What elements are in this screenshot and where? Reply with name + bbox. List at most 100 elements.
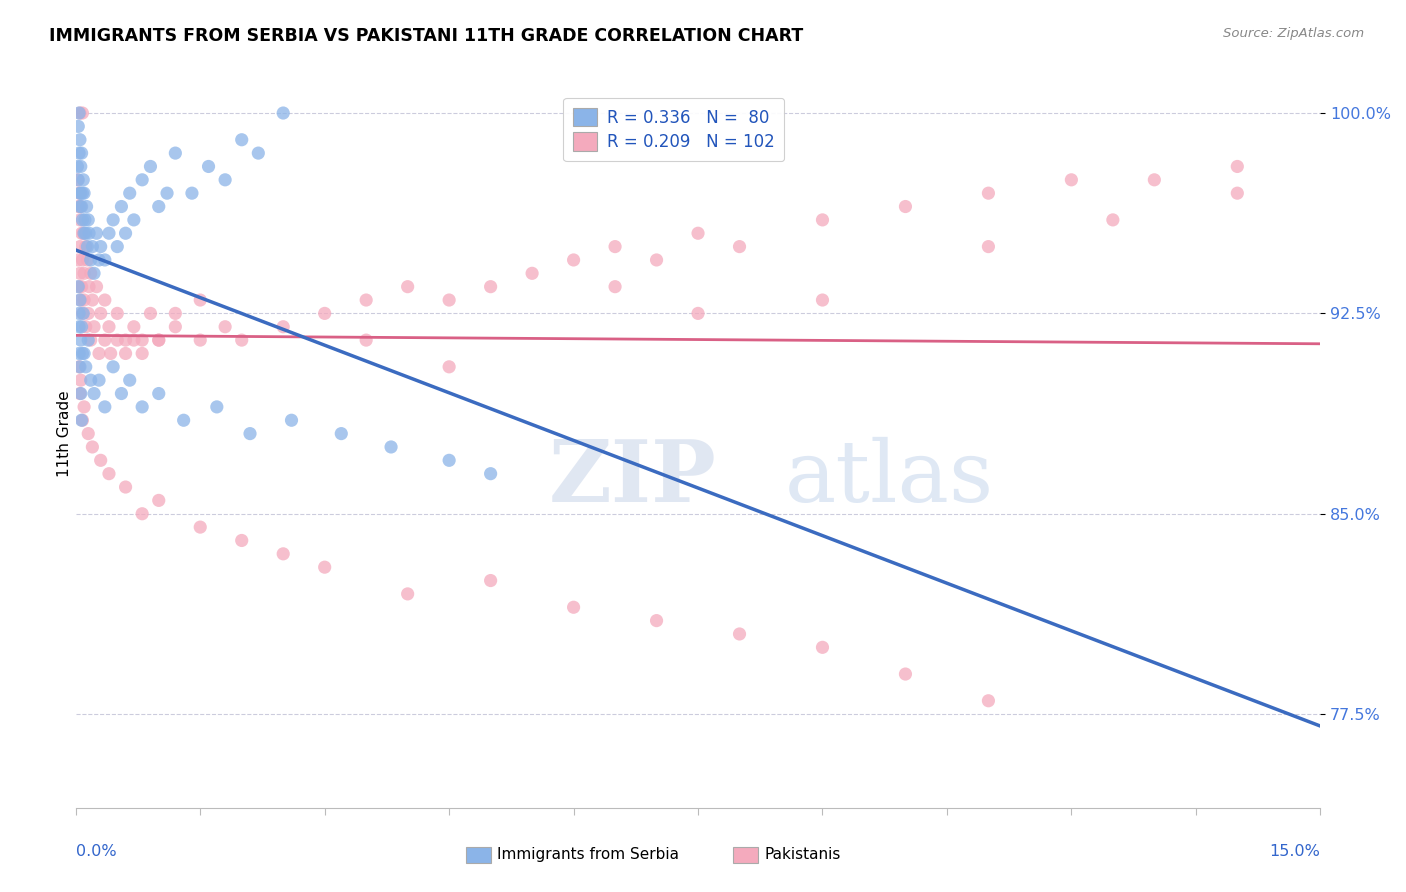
Point xyxy=(977,694,1000,708)
Point xyxy=(603,279,626,293)
Point xyxy=(110,200,132,214)
Point xyxy=(80,252,103,267)
Point xyxy=(131,507,153,521)
Text: ZIP: ZIP xyxy=(548,436,717,521)
Point xyxy=(1143,173,1166,187)
Point xyxy=(87,373,110,387)
Point xyxy=(330,426,353,441)
Point xyxy=(479,279,502,293)
Point xyxy=(101,359,124,374)
Point xyxy=(105,239,128,253)
Point xyxy=(977,239,1000,253)
Point xyxy=(70,413,93,427)
Point xyxy=(69,333,91,347)
Point xyxy=(90,453,112,467)
Point xyxy=(90,306,112,320)
Point xyxy=(94,400,117,414)
Point xyxy=(148,333,170,347)
Point xyxy=(94,293,117,307)
Point xyxy=(72,346,94,360)
Point xyxy=(80,266,103,280)
Point xyxy=(131,400,153,414)
Point xyxy=(437,359,460,374)
Point xyxy=(562,252,585,267)
Point xyxy=(94,333,117,347)
Point xyxy=(77,426,100,441)
Point xyxy=(90,239,112,253)
Point xyxy=(67,200,90,214)
Point xyxy=(67,346,90,360)
Point xyxy=(69,373,91,387)
Point xyxy=(66,173,89,187)
Point xyxy=(98,467,121,481)
Point xyxy=(69,266,91,280)
Point xyxy=(80,373,103,387)
Point xyxy=(437,453,460,467)
Point xyxy=(205,400,228,414)
Point xyxy=(72,186,94,201)
Point xyxy=(72,213,94,227)
Point xyxy=(114,346,136,360)
Point xyxy=(110,386,132,401)
Point xyxy=(70,200,93,214)
Point xyxy=(314,560,336,574)
Point xyxy=(82,239,104,253)
Point xyxy=(70,146,93,161)
Point xyxy=(686,306,709,320)
Point xyxy=(686,226,709,240)
Point xyxy=(214,173,236,187)
Point xyxy=(437,293,460,307)
Point xyxy=(77,213,100,227)
Point xyxy=(69,186,91,201)
Point xyxy=(73,293,96,307)
Text: Immigrants from Serbia: Immigrants from Serbia xyxy=(496,847,679,862)
Point xyxy=(105,333,128,347)
Point xyxy=(69,293,91,307)
Point xyxy=(77,226,100,240)
Point xyxy=(131,346,153,360)
Point xyxy=(67,279,90,293)
Point xyxy=(77,279,100,293)
Point xyxy=(1226,186,1249,201)
Point xyxy=(314,306,336,320)
Point xyxy=(354,293,377,307)
Point xyxy=(72,306,94,320)
Point xyxy=(271,319,294,334)
Point xyxy=(83,386,105,401)
Point xyxy=(118,373,141,387)
Point xyxy=(82,293,104,307)
Point xyxy=(87,252,110,267)
Text: IMMIGRANTS FROM SERBIA VS PAKISTANI 11TH GRADE CORRELATION CHART: IMMIGRANTS FROM SERBIA VS PAKISTANI 11TH… xyxy=(49,27,803,45)
Point xyxy=(72,173,94,187)
Text: Source: ZipAtlas.com: Source: ZipAtlas.com xyxy=(1223,27,1364,40)
Point xyxy=(77,306,100,320)
Point xyxy=(72,106,94,120)
Point xyxy=(811,640,834,655)
Point xyxy=(271,547,294,561)
Point xyxy=(728,627,751,641)
Point xyxy=(69,293,91,307)
Point xyxy=(83,266,105,280)
Point xyxy=(67,186,90,201)
Point xyxy=(1060,173,1083,187)
Text: 15.0%: 15.0% xyxy=(1270,845,1320,859)
Point xyxy=(69,386,91,401)
Point xyxy=(73,186,96,201)
Point xyxy=(69,386,91,401)
Point xyxy=(67,146,90,161)
Point xyxy=(67,252,90,267)
Point xyxy=(105,306,128,320)
Point xyxy=(811,293,834,307)
Point xyxy=(75,239,97,253)
Point xyxy=(122,213,145,227)
Point xyxy=(520,266,543,280)
Point xyxy=(562,600,585,615)
Point xyxy=(69,239,91,253)
Point xyxy=(645,614,668,628)
Point xyxy=(645,252,668,267)
Point xyxy=(73,266,96,280)
Point xyxy=(72,413,94,427)
Point xyxy=(76,252,98,267)
Point xyxy=(811,213,834,227)
Point xyxy=(76,239,98,253)
